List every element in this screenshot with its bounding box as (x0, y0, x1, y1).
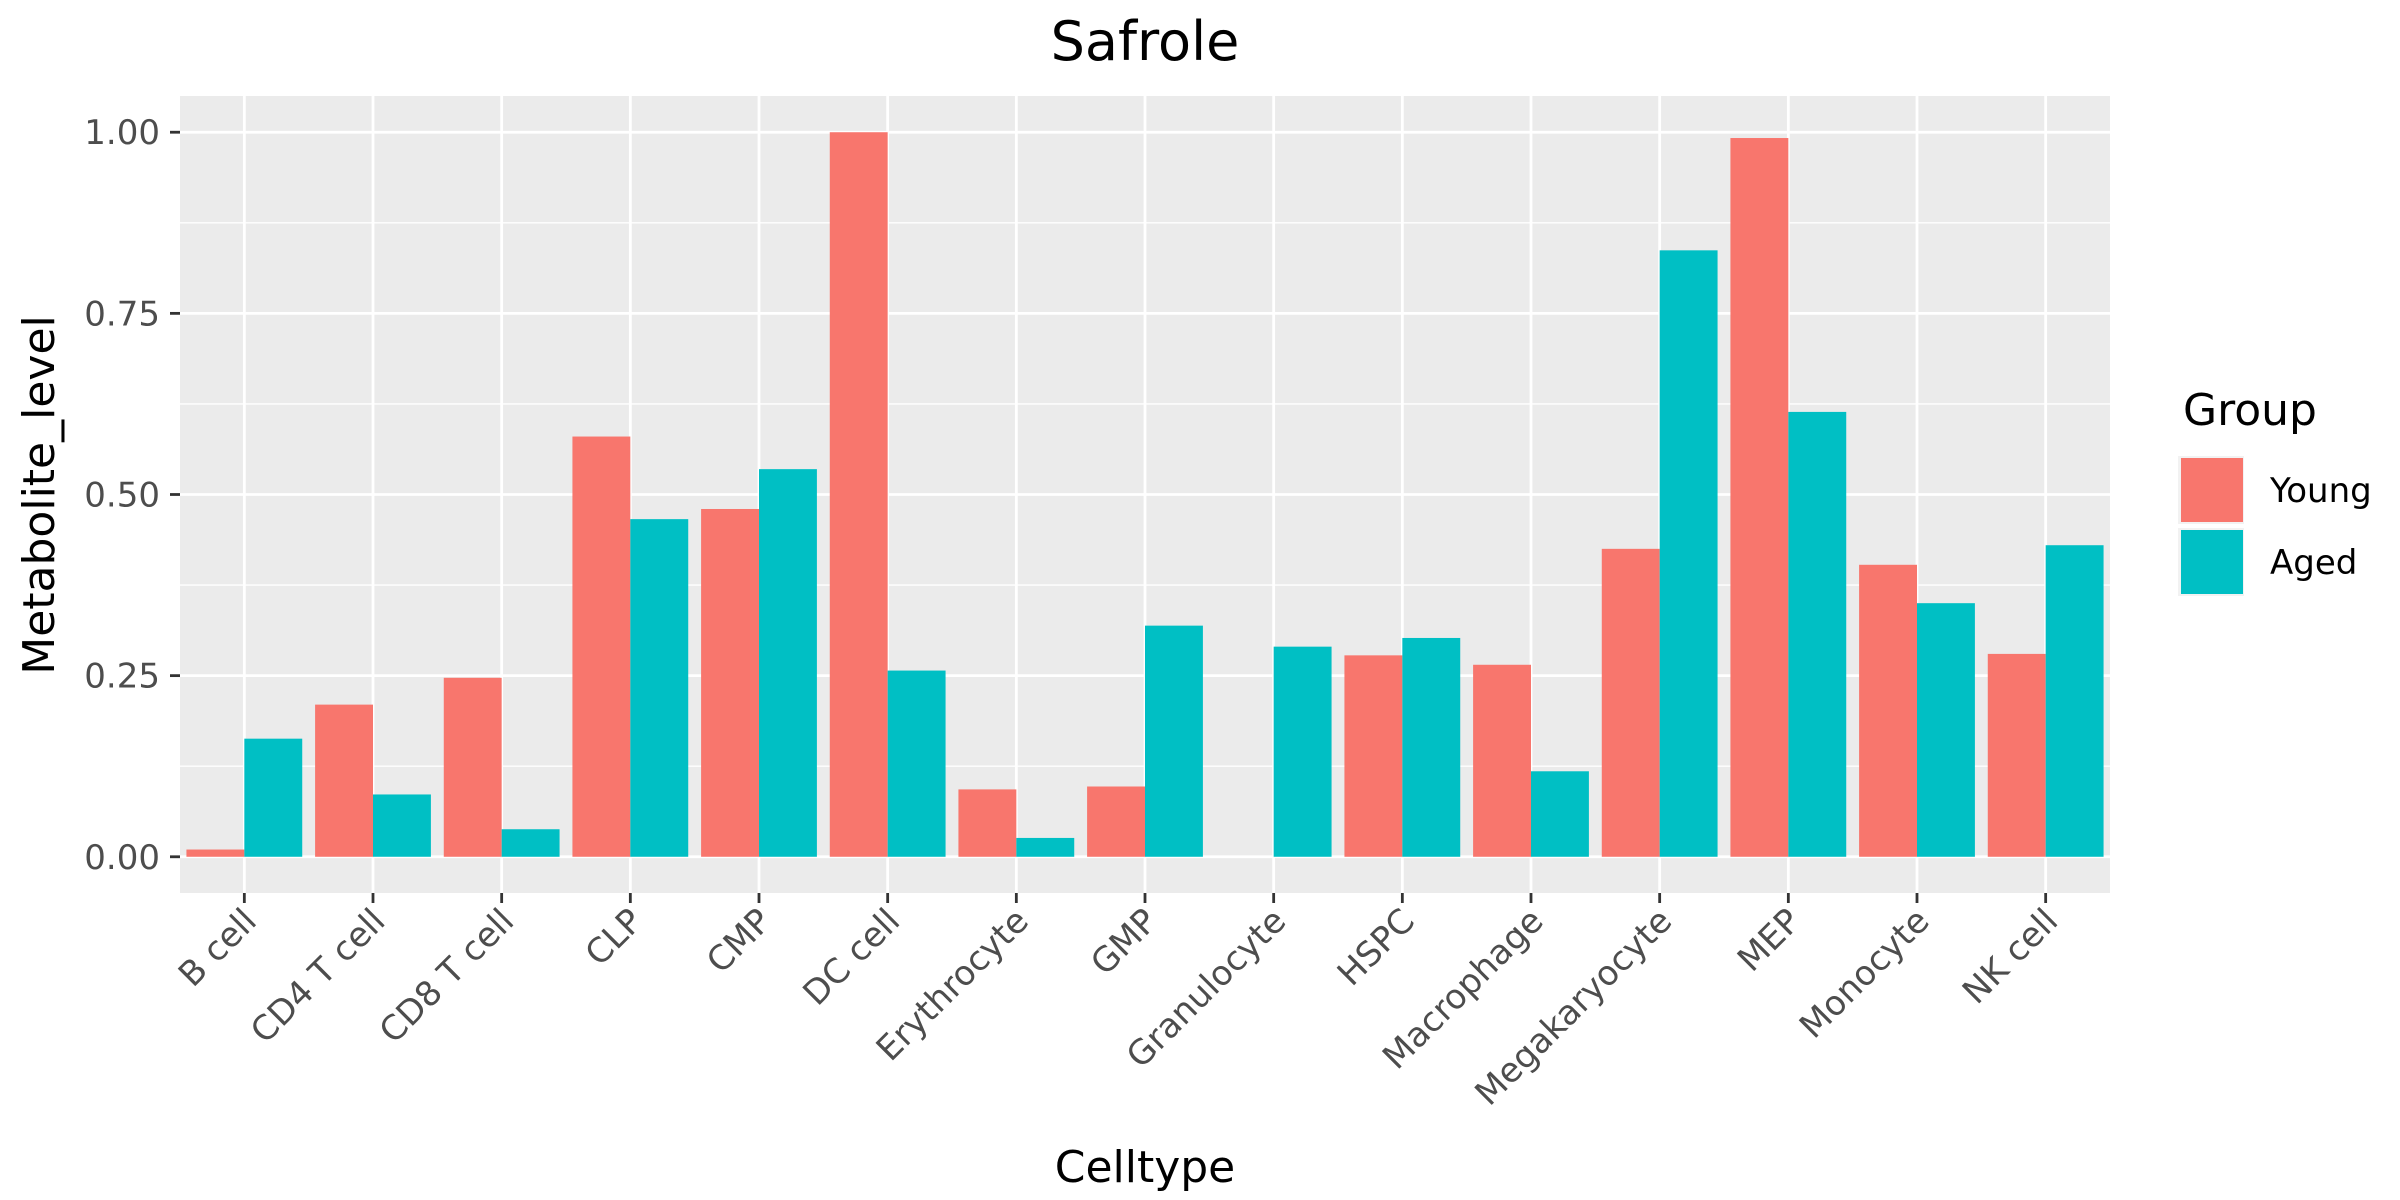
bar-aged-b-cell (244, 738, 303, 857)
legend-swatch-young (2181, 458, 2243, 522)
x-tick-label: CMP (699, 901, 779, 981)
x-tick-label: DC cell (795, 901, 908, 1014)
bar-aged-gmp (1145, 625, 1203, 857)
legend-label-young: Young (2269, 471, 2372, 511)
y-tick-label: 0.50 (84, 476, 160, 516)
bar-aged-mep (1788, 411, 1847, 857)
bar-aged-cd4-t-cell (373, 794, 431, 857)
legend-label-aged: Aged (2270, 543, 2357, 583)
chart-title: Safrole (1051, 10, 1240, 73)
x-tick-label: MEP (1730, 901, 1809, 980)
bar-young-cd8-t-cell (443, 677, 502, 857)
x-axis-title: Celltype (1055, 1142, 1236, 1193)
bars (186, 132, 2104, 857)
bar-aged-macrophage (1531, 771, 1589, 857)
bar-young-hspc (1344, 655, 1403, 857)
legend-title: Group (2183, 385, 2317, 436)
bar-young-clp (572, 436, 631, 857)
bar-young-erythrocyte (958, 789, 1017, 857)
bar-young-nk-cell (1987, 653, 2046, 857)
bar-young-mep (1730, 138, 1789, 857)
x-tick-label: CD4 T cell (243, 901, 393, 1051)
x-tick-label: Monocyte (1792, 901, 1937, 1046)
bar-aged-nk-cell (2045, 545, 2104, 857)
bar-aged-cd8-t-cell (501, 829, 560, 857)
y-tick-label: 0.00 (84, 838, 160, 878)
y-axis: 0.00 0.25 0.50 0.75 1.00 (84, 113, 180, 878)
x-tick-label: B cell (171, 901, 265, 995)
bar-aged-hspc (1402, 637, 1461, 857)
bar-young-b-cell (186, 849, 245, 857)
x-tick-label: CD8 T cell (372, 901, 522, 1051)
x-tick-label: CLP (578, 901, 651, 974)
bar-aged-megakaryocyte (1659, 250, 1718, 857)
y-axis-title: Metabolite_level (14, 315, 65, 675)
legend: Group Young Aged (2178, 385, 2372, 596)
y-tick-label: 0.75 (84, 294, 160, 334)
bar-aged-clp (630, 519, 689, 857)
bar-young-cmp (701, 508, 759, 857)
bar-aged-monocyte (1917, 603, 1975, 857)
x-tick-label: HSPC (1330, 901, 1423, 994)
bar-young-megakaryocyte (1601, 548, 1660, 857)
bar-aged-erythrocyte (1016, 837, 1075, 857)
bar-aged-granulocyte (1273, 646, 1332, 857)
bar-young-cd4-t-cell (315, 704, 373, 857)
y-tick-label: 1.00 (84, 113, 160, 153)
x-tick-label: NK cell (1955, 901, 2066, 1012)
bar-young-dc-cell (829, 132, 888, 857)
bar-aged-cmp (759, 469, 817, 857)
y-tick-label: 0.25 (84, 657, 160, 697)
bar-young-monocyte (1859, 564, 1917, 857)
bar-young-gmp (1087, 786, 1145, 857)
legend-swatch-aged (2181, 530, 2243, 594)
bar-aged-dc-cell (887, 670, 946, 857)
x-tick-label: GMP (1083, 901, 1165, 983)
bar-young-macrophage (1473, 664, 1531, 857)
